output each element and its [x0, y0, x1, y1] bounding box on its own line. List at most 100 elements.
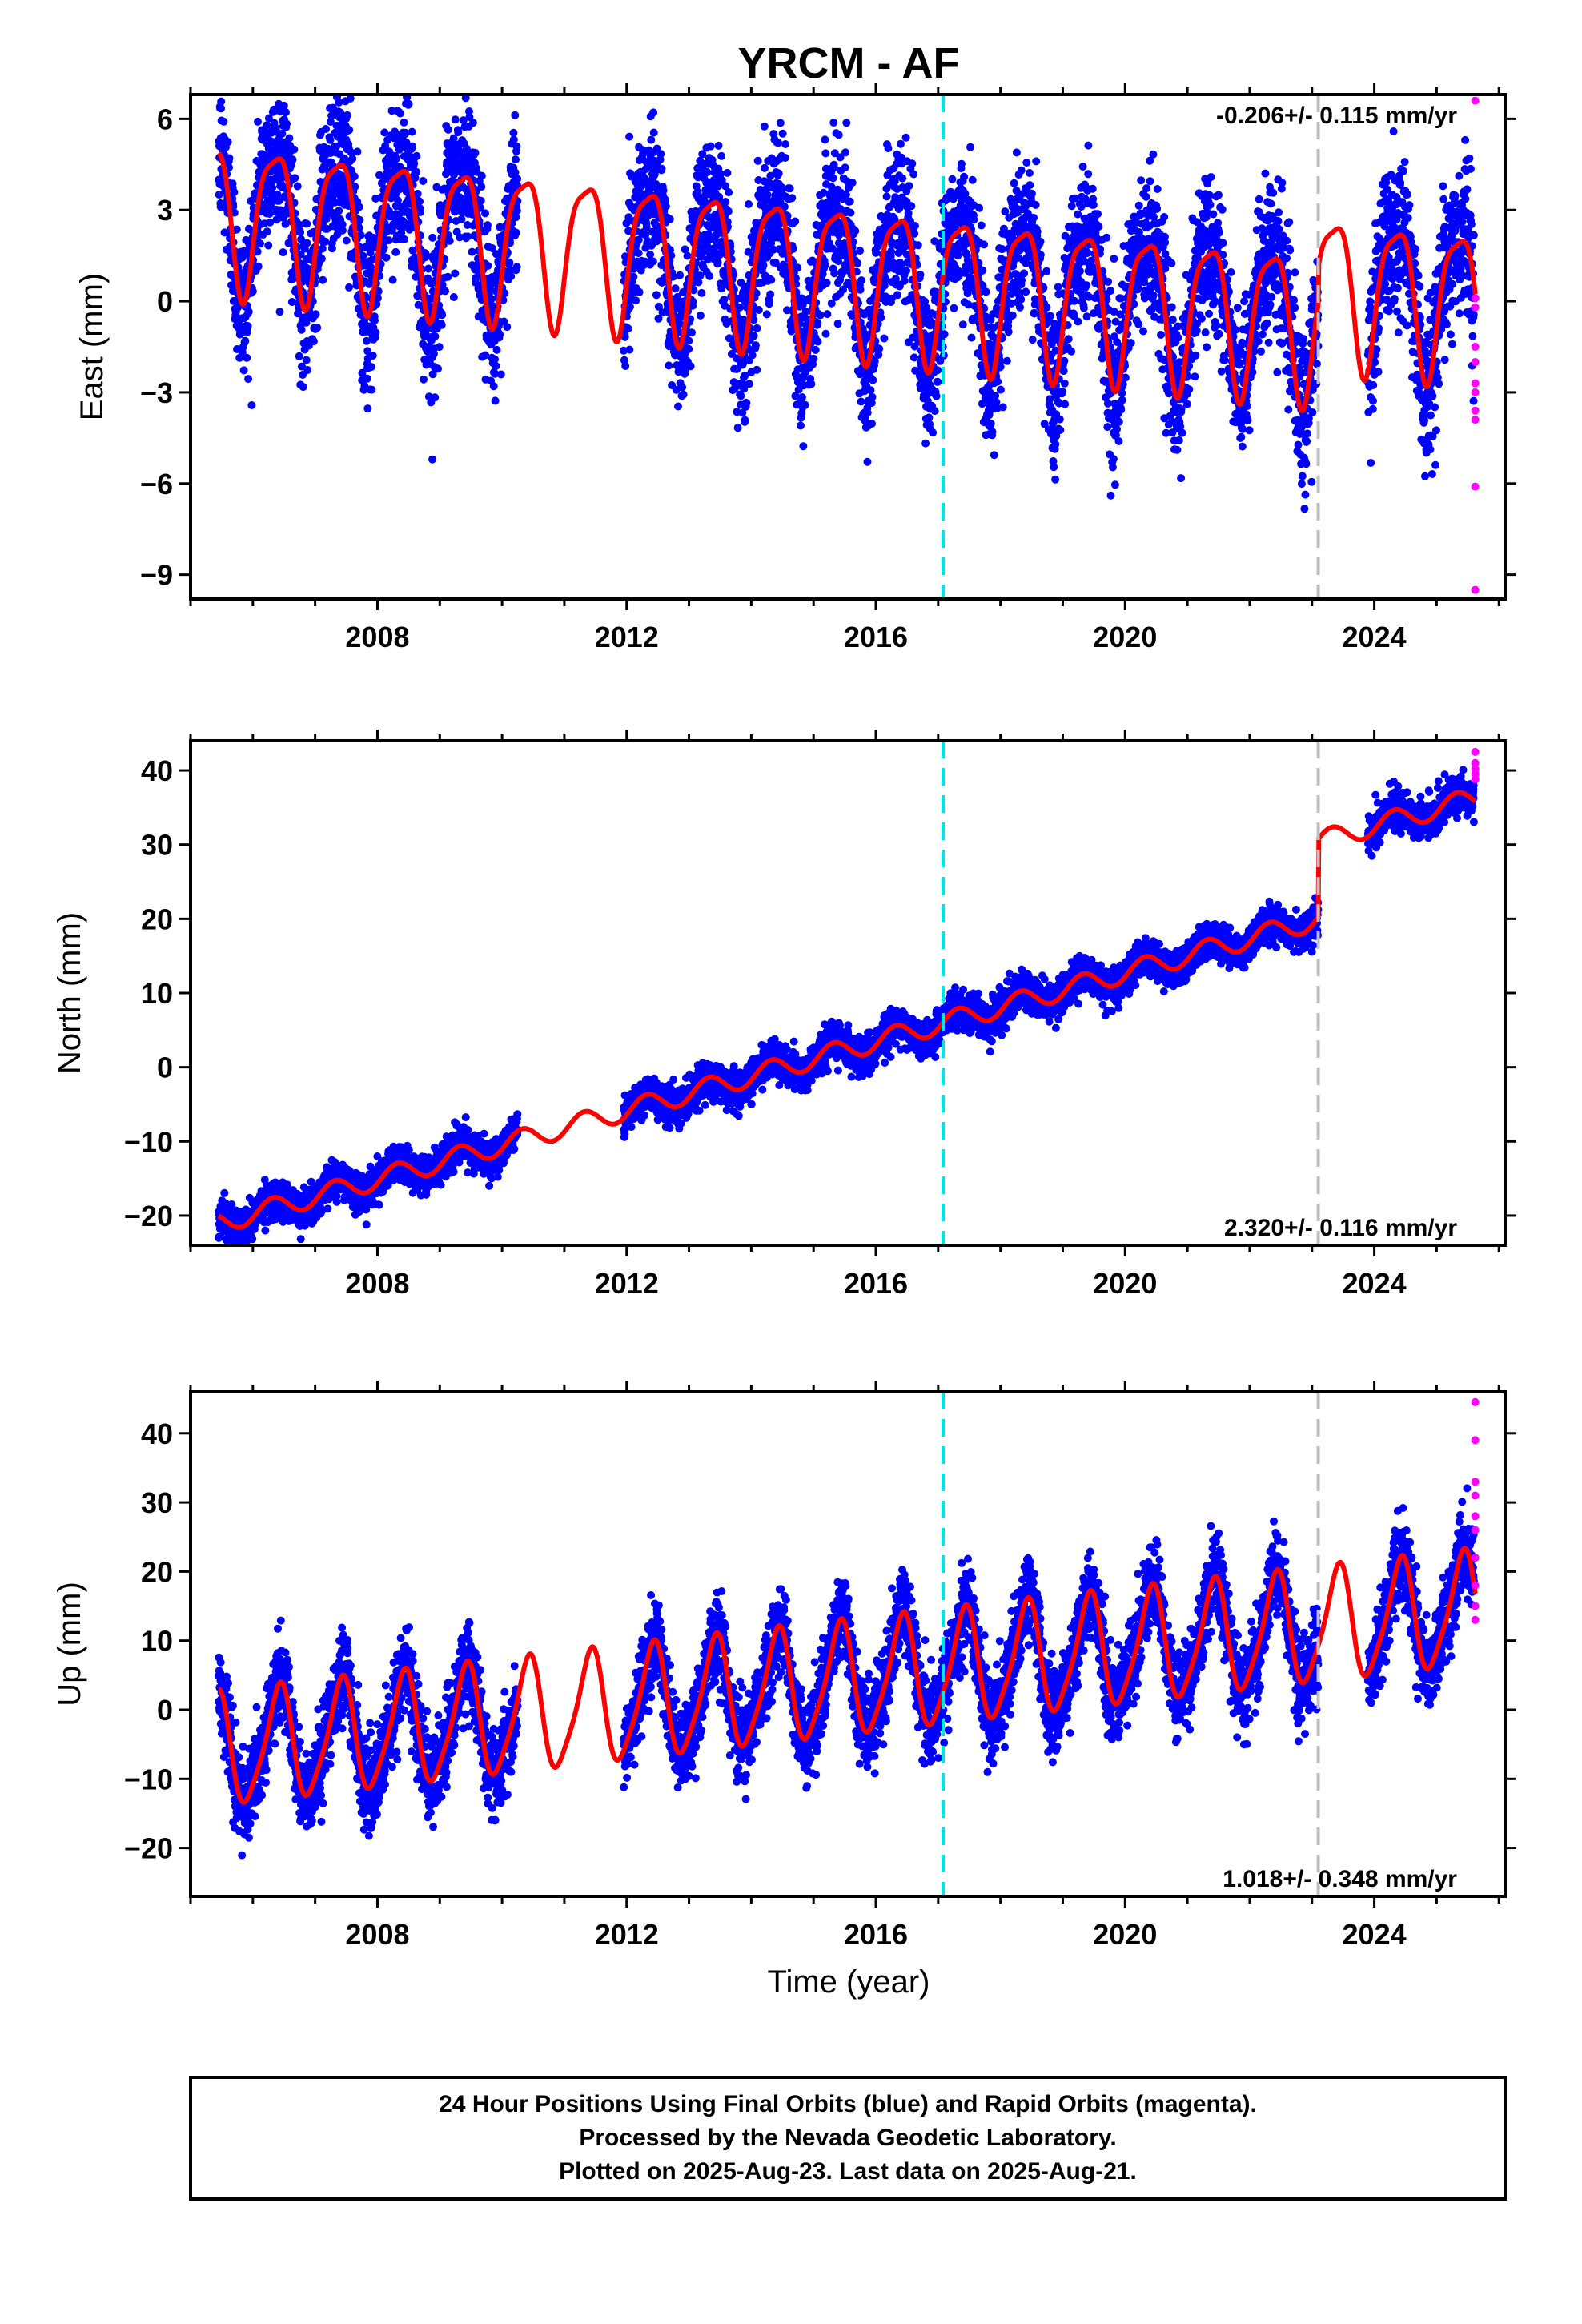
final-orbit-point [411, 174, 420, 183]
final-orbit-point [821, 135, 829, 144]
final-orbit-point [424, 264, 433, 273]
final-orbit-point [1114, 417, 1123, 426]
final-orbit-point [303, 239, 311, 247]
final-orbit-point [1028, 336, 1037, 344]
final-orbit-point [980, 240, 988, 249]
final-orbit-point [296, 228, 305, 236]
final-orbit-point [697, 288, 706, 297]
final-orbit-point [326, 135, 335, 144]
final-orbit-point [476, 196, 485, 205]
final-orbit-point [679, 390, 688, 399]
final-orbit-point [264, 151, 273, 160]
final-orbit-point [625, 345, 634, 354]
final-orbit-point [767, 275, 776, 284]
final-orbit-point [781, 140, 789, 148]
final-orbit-point [1060, 379, 1069, 388]
final-orbit-point [1025, 169, 1034, 177]
final-orbit-point [1027, 189, 1036, 198]
final-orbit-point [291, 174, 299, 183]
final-orbit-point [317, 255, 326, 263]
final-orbit-point [243, 322, 252, 331]
final-orbit-point [1110, 480, 1119, 489]
final-orbit-point [484, 221, 492, 230]
final-orbit-point [1036, 237, 1045, 246]
final-orbit-point [869, 376, 877, 384]
final-orbit-point [656, 150, 665, 159]
final-orbit-point [793, 263, 802, 272]
final-orbit-point [400, 235, 408, 243]
final-orbit-point [1031, 200, 1040, 209]
final-orbit-point [1102, 233, 1111, 242]
final-orbit-point [674, 402, 682, 411]
final-orbit-point [763, 191, 772, 199]
final-orbit-point [801, 400, 809, 409]
final-orbit-point [444, 272, 452, 281]
final-orbit-point [367, 363, 375, 372]
final-orbit-point [745, 380, 753, 388]
final-orbit-point [846, 208, 855, 217]
final-orbit-point [512, 207, 521, 215]
final-orbit-point [737, 392, 745, 400]
final-orbit-point [624, 324, 632, 333]
final-orbit-point [1167, 303, 1176, 312]
final-orbit-point [1017, 295, 1026, 304]
final-orbit-point [347, 148, 355, 157]
final-orbit-point [898, 174, 907, 183]
final-orbit-point [1082, 281, 1091, 290]
final-orbit-point [1167, 259, 1176, 267]
final-orbit-point [400, 118, 408, 127]
final-orbit-point [821, 149, 830, 158]
final-orbit-point [717, 151, 726, 160]
final-orbit-point [322, 125, 330, 133]
final-orbit-point [279, 248, 287, 257]
final-orbit-point [1055, 415, 1064, 424]
final-orbit-point [363, 374, 371, 383]
final-orbit-point [1082, 312, 1091, 321]
final-orbit-point [1134, 201, 1143, 210]
final-orbit-point [646, 250, 655, 259]
final-orbit-point [813, 319, 822, 328]
final-orbit-point [353, 147, 362, 156]
final-orbit-point [916, 271, 925, 279]
final-orbit-point [338, 220, 347, 229]
final-orbit-point [438, 280, 447, 289]
final-orbit-point [420, 375, 428, 384]
final-orbit-point [829, 174, 837, 183]
final-orbit-point [451, 269, 460, 278]
final-orbit-point [661, 202, 670, 211]
final-orbit-point [996, 385, 1005, 394]
final-orbit-point [299, 371, 307, 379]
final-orbit-point [513, 175, 522, 183]
final-orbit-point [445, 236, 454, 245]
final-orbit-point [431, 332, 440, 340]
final-orbit-point [1061, 400, 1070, 408]
final-orbit-point [929, 428, 938, 437]
final-orbit-point [982, 287, 990, 296]
final-orbit-point [293, 182, 302, 191]
final-orbit-point [685, 344, 693, 353]
final-orbit-point [988, 428, 997, 436]
final-orbit-point [1017, 166, 1026, 175]
final-orbit-point [275, 308, 284, 316]
final-orbit-point [1026, 181, 1034, 190]
final-orbit-point [342, 236, 351, 245]
final-orbit-point [239, 366, 248, 375]
final-orbit-point [1108, 463, 1117, 472]
final-orbit-point [297, 325, 306, 334]
final-orbit-point [268, 183, 277, 192]
final-orbit-point [295, 352, 303, 360]
final-orbit-point [857, 276, 865, 285]
final-orbit-point [776, 119, 785, 127]
final-orbit-point [1084, 170, 1093, 179]
final-orbit-point [1113, 424, 1121, 433]
final-orbit-point [816, 311, 825, 320]
final-orbit-point [400, 58, 408, 66]
final-orbit-point [441, 287, 449, 296]
final-orbit-point [368, 352, 377, 360]
final-orbit-point [897, 139, 905, 148]
final-orbit-point [1084, 141, 1093, 150]
final-orbit-point [893, 291, 901, 300]
final-orbit-point [391, 247, 400, 256]
final-orbit-point [1139, 327, 1147, 336]
